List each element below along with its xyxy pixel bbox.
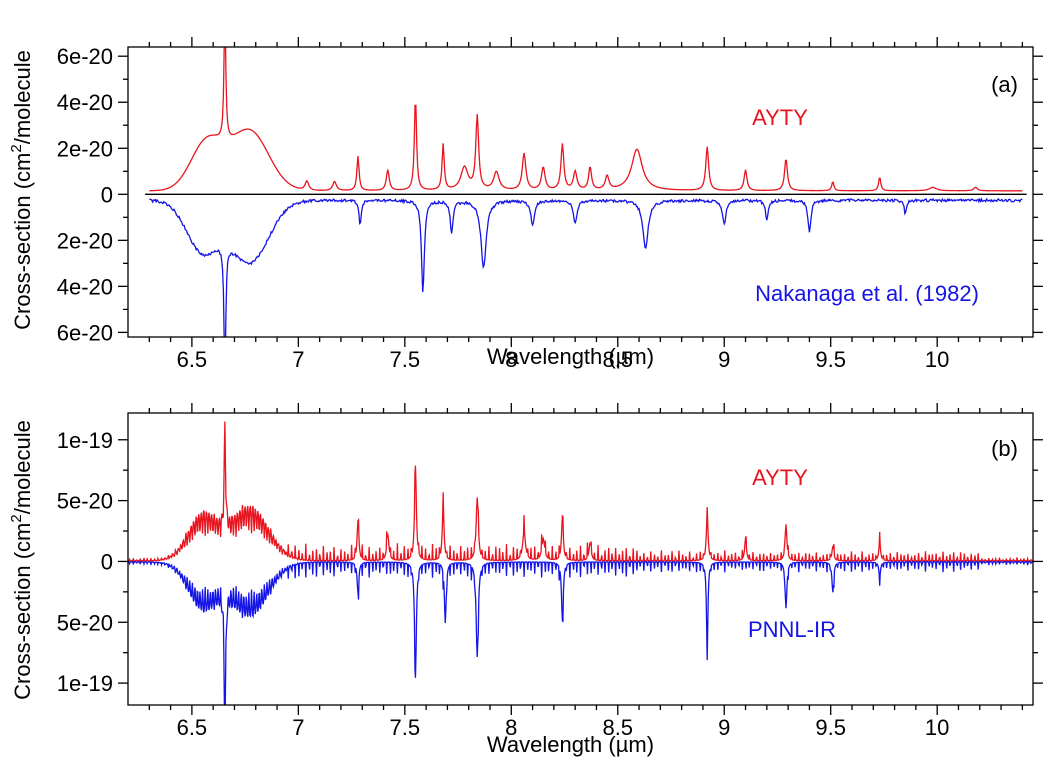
x-tick-label: 6.5 xyxy=(177,715,208,740)
panel-label: (a) xyxy=(991,72,1018,97)
x-tick-label: 8.5 xyxy=(602,347,633,372)
x-tick-label: 8 xyxy=(505,347,517,372)
x-tick-label: 10 xyxy=(925,347,949,372)
x-tick-label: 8 xyxy=(505,715,517,740)
x-tick-label: 9 xyxy=(718,347,730,372)
y-axis-label: Cross-section (cm2/molecule xyxy=(8,50,35,330)
y-tick-label: 1e-19 xyxy=(57,428,113,453)
x-tick-label: 9.5 xyxy=(815,347,846,372)
y-tick-label: 6e-20 xyxy=(57,320,113,345)
y-tick-label: 2e-20 xyxy=(57,228,113,253)
series-line-ayty xyxy=(128,421,1033,562)
plot-frame xyxy=(127,46,1034,338)
series-label-nakanaga-et-al-1982-: Nakanaga et al. (1982) xyxy=(755,281,979,306)
y-tick-label: 1e-19 xyxy=(57,671,113,696)
y-axis-label: Cross-section (cm2/molecule xyxy=(8,420,35,700)
y-tick-label: 0 xyxy=(101,182,113,207)
series-line-pnnl-ir xyxy=(128,561,1033,705)
series-label-ayty: AYTY xyxy=(752,465,808,490)
y-tick-label: 5e-20 xyxy=(57,610,113,635)
x-tick-label: 9.5 xyxy=(815,715,846,740)
series-label-ayty: AYTY xyxy=(752,105,808,130)
panel-a: AYTY Nakanaga et al. (1982) 6.5 7 7.5 8 8.5 9 9.… xyxy=(8,37,1043,372)
y-tick-label: 4e-20 xyxy=(57,274,113,299)
plot-frame xyxy=(127,412,1034,706)
panel-b: AYTY PNNL-IR 6.5 7 7.5 8 8.5 9 9.5 10 1e-19 5e-20 0 5… xyxy=(8,403,1043,757)
series-label-pnnl-ir: PNNL-IR xyxy=(748,617,836,642)
y-tick-label: 4e-20 xyxy=(57,90,113,115)
y-tick-label: 2e-20 xyxy=(57,136,113,161)
x-tick-label: 8.5 xyxy=(602,715,633,740)
x-tick-label: 7.5 xyxy=(390,347,421,372)
series-line-nakanaga-et-al-1982- xyxy=(149,197,1023,337)
x-tick-label: 9 xyxy=(718,715,730,740)
x-axis-label: Wavelength (µm) xyxy=(487,344,654,369)
y-tick-label: 0 xyxy=(101,549,113,574)
x-tick-label: 10 xyxy=(925,715,949,740)
y-tick-label: 5e-20 xyxy=(57,489,113,514)
x-tick-label: 6.5 xyxy=(177,347,208,372)
x-axis-label: Wavelength (µm) xyxy=(487,732,654,757)
series-line-ayty xyxy=(149,47,1023,192)
panel-label: (b) xyxy=(991,436,1018,461)
x-tick-label: 7 xyxy=(292,715,304,740)
y-tick-label: 6e-20 xyxy=(57,44,113,69)
x-tick-label: 7.5 xyxy=(390,715,421,740)
x-tick-label: 7 xyxy=(292,347,304,372)
